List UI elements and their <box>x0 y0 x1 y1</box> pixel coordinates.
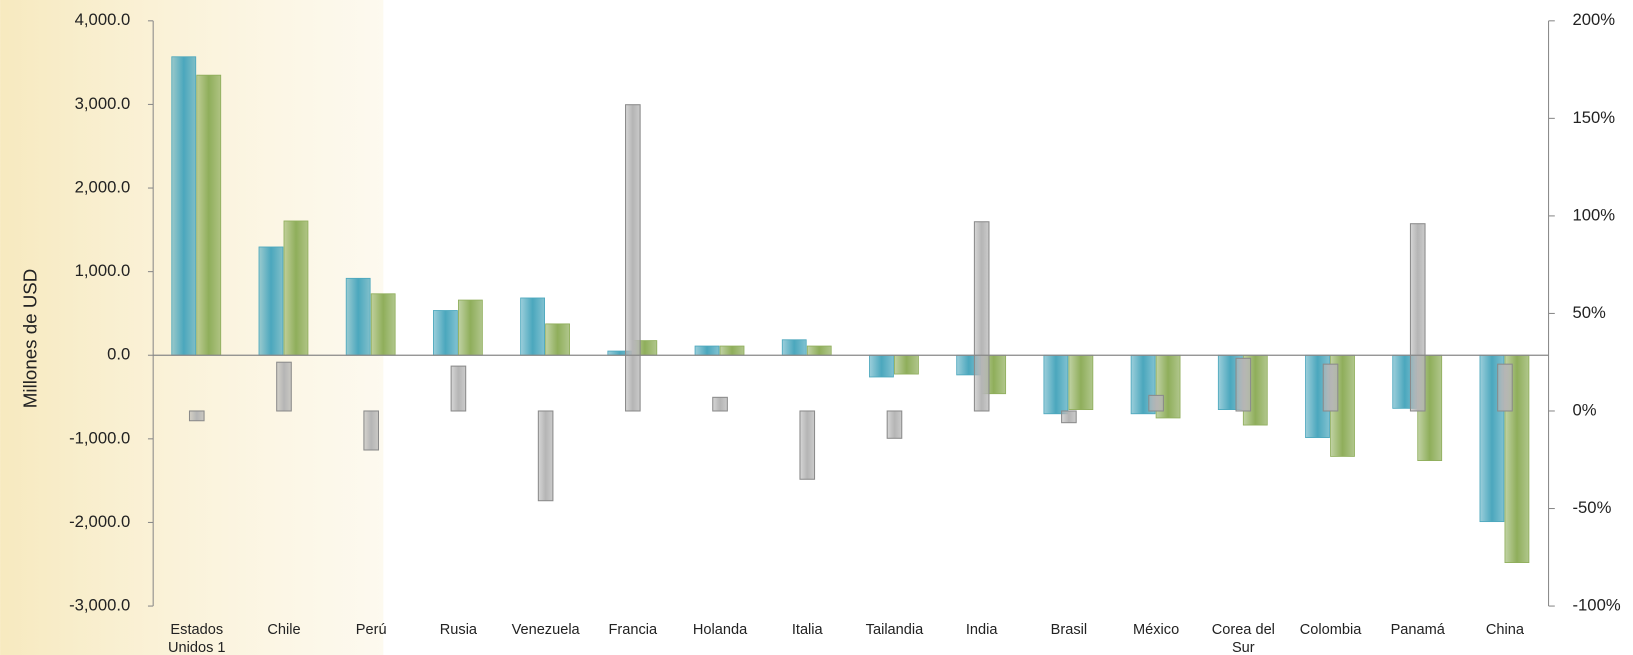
bar <box>370 293 396 356</box>
bar <box>799 410 816 480</box>
y-tick-label: -1,000.0 <box>69 428 130 447</box>
bar <box>694 345 720 356</box>
bar <box>806 345 832 356</box>
bar <box>345 277 371 356</box>
y-tick-label: 1,000.0 <box>75 261 131 280</box>
x-tick-label: Perú <box>355 620 387 638</box>
x-tick-label: Brasil <box>1050 620 1088 638</box>
bar <box>886 410 903 439</box>
bar <box>1497 363 1513 412</box>
bar <box>433 310 458 356</box>
x-tick-label-box: Italia <box>791 620 823 638</box>
bar <box>1322 363 1339 412</box>
bar <box>781 339 807 356</box>
x-tick-label-box: Holanda <box>692 620 748 638</box>
y2-tick-label: 50% <box>1573 303 1607 322</box>
x-tick-label: Tailandia <box>865 620 924 638</box>
x-tick-label-box: Estados Unidos 1 <box>167 620 226 655</box>
bar <box>1043 354 1069 415</box>
x-tick-label-box: México <box>1133 620 1180 638</box>
bar <box>276 361 292 412</box>
y-tick-label: 4,000.0 <box>75 10 131 29</box>
y-axis-label: Millones de USD <box>19 269 40 409</box>
x-tick-label: China <box>1485 620 1525 638</box>
bar <box>188 410 205 422</box>
x-tick-label-box: China <box>1485 620 1525 638</box>
bar <box>1068 354 1094 411</box>
x-tick-label: India <box>965 620 998 638</box>
x-tick-label-box: Panamá <box>1390 620 1445 638</box>
x-tick-label-box: Brasil <box>1050 620 1088 638</box>
bar <box>973 221 990 412</box>
x-tick-label-box: Venezuela <box>511 620 580 638</box>
x-tick-label: México <box>1133 620 1180 638</box>
bar <box>545 323 570 356</box>
y-tick-label: 3,000.0 <box>75 94 131 113</box>
x-tick-label-box: India <box>965 620 998 638</box>
x-tick-label: Francia <box>608 620 658 638</box>
bar <box>457 299 483 356</box>
x-tick-label-box: Corea del Sur <box>1211 620 1275 655</box>
bar <box>1061 410 1077 424</box>
bar <box>258 246 284 356</box>
y2-tick-label: 0% <box>1573 400 1597 419</box>
x-tick-label: Rusia <box>439 620 478 638</box>
x-tick-label: Colombia <box>1299 620 1362 638</box>
y-tick-label: -2,000.0 <box>69 512 130 531</box>
bar <box>625 104 641 412</box>
bar <box>450 365 467 412</box>
x-tick-label: Venezuela <box>511 620 580 638</box>
x-tick-label-box: Perú <box>355 620 387 638</box>
y2-tick-label: 200% <box>1573 10 1616 29</box>
bar <box>537 410 554 502</box>
x-tick-label-box: Rusia <box>439 620 478 638</box>
x-tick-label: Chile <box>267 620 301 638</box>
bar <box>171 56 197 356</box>
y2-tick-label: -50% <box>1573 498 1612 517</box>
y2-tick-label: 100% <box>1573 205 1616 224</box>
x-tick-label-box: Tailandia <box>865 620 924 638</box>
x-tick-label: Corea del Sur <box>1211 620 1275 655</box>
x-tick-label: Estados Unidos 1 <box>167 620 226 655</box>
x-tick-label-box: Francia <box>608 620 658 638</box>
y-tick-label: 0.0 <box>107 345 130 364</box>
bar <box>1409 223 1426 412</box>
y-tick-label: 2,000.0 <box>75 177 131 196</box>
x-tick-label: Holanda <box>692 620 748 638</box>
bar <box>1148 394 1164 412</box>
x-tick-label: Panamá <box>1390 620 1445 638</box>
x-tick-label-box: Chile <box>267 620 301 638</box>
y-tick-label: -3,000.0 <box>69 595 130 614</box>
y2-tick-label: -100% <box>1573 595 1621 614</box>
bar <box>869 354 894 378</box>
bar <box>712 396 728 412</box>
bar <box>1235 357 1252 412</box>
bar <box>520 297 545 356</box>
bar <box>363 410 380 451</box>
x-tick-label: Italia <box>791 620 823 638</box>
bar <box>283 220 309 356</box>
y2-tick-label: 150% <box>1573 108 1616 127</box>
bar <box>894 354 919 375</box>
bar <box>719 345 745 356</box>
bar <box>196 74 222 356</box>
x-tick-label-box: Colombia <box>1299 620 1362 638</box>
